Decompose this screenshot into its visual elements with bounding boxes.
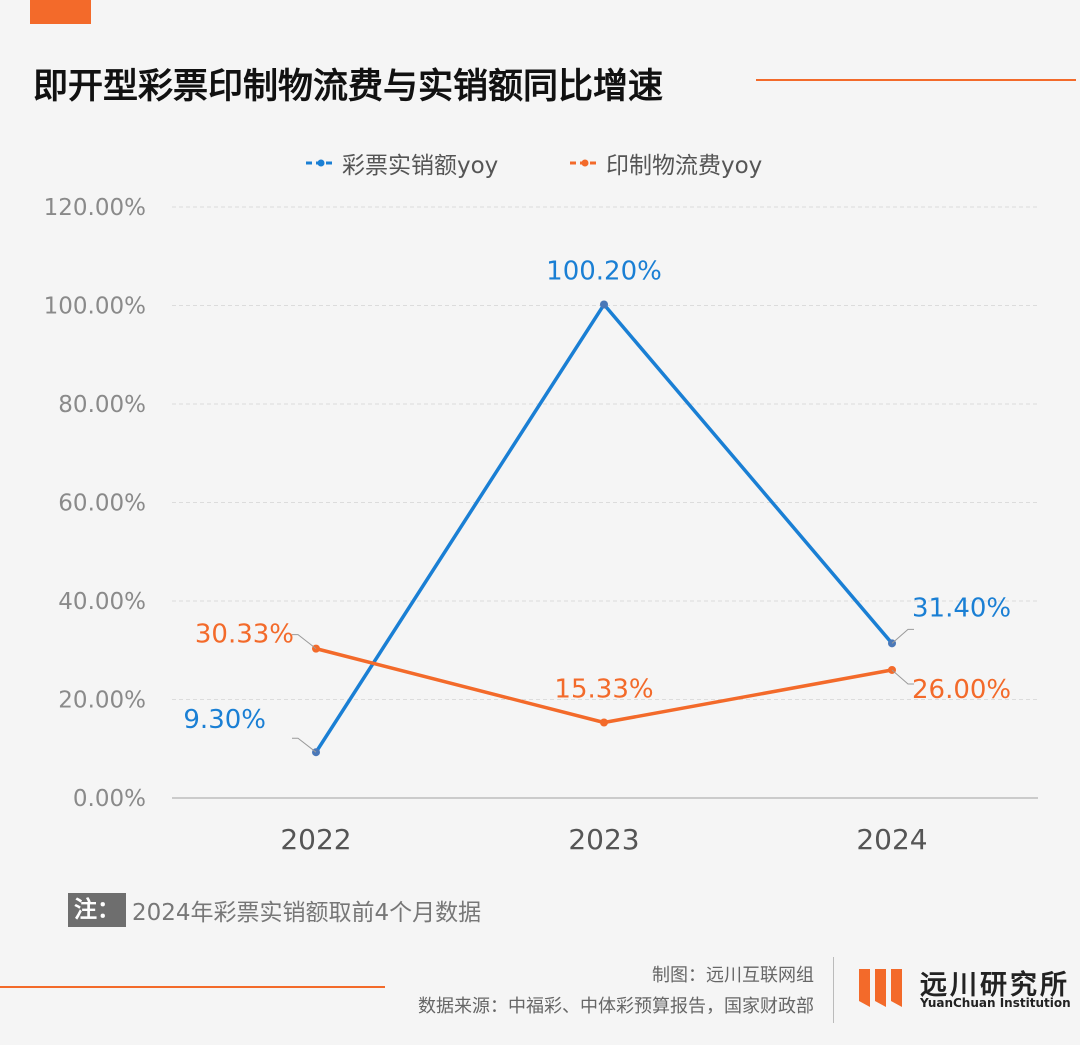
credits-divider — [833, 957, 834, 1023]
y-tick-label: 120.00% — [44, 195, 146, 221]
x-tick-label: 2022 — [280, 823, 351, 856]
line-chart: 0.00% 20.00% 40.00% 60.00% 80.00% 100.00% 120.… — [44, 153, 1038, 856]
footnote-tag: 注： — [68, 893, 126, 927]
data-label: 9.30% — [183, 705, 266, 735]
legend-marker — [581, 159, 589, 167]
logo-subtext: YuanChuan Institution — [920, 996, 1071, 1010]
leader-line — [891, 669, 914, 685]
y-tick-label: 20.00% — [58, 688, 146, 714]
footnote-text: 2024年彩票实销额取前4个月数据 — [132, 900, 482, 926]
y-tick-label: 80.00% — [58, 392, 146, 418]
data-label: 30.33% — [195, 620, 294, 650]
leader-line — [891, 628, 914, 644]
footnote: 注： 2024年彩票实销额取前4个月数据 — [68, 893, 481, 927]
leader-line — [292, 634, 317, 650]
made-by-credit: 制图：远川互联网组 — [652, 965, 814, 986]
grid-lines — [172, 206, 1038, 799]
legend: 彩票实销额yoy 印制物流费yoy — [306, 153, 762, 179]
title-rule — [756, 79, 1076, 81]
legend-label: 彩票实销额yoy — [342, 153, 498, 179]
y-tick-label: 0.00% — [73, 786, 146, 812]
credits: 制图：远川互联网组 数据来源：中福彩、中体彩预算报告，国家财政部 — [418, 960, 814, 1022]
bottom-rule — [0, 986, 385, 988]
x-tick-label: 2024 — [856, 823, 927, 856]
logo-icon — [859, 969, 902, 1007]
data-labels: 9.30% 100.20% 31.40% 30.33% 15.33% 26.00% — [183, 257, 1011, 753]
x-axis-ticks: 2022 2023 2024 — [280, 823, 927, 856]
leader-line — [292, 737, 317, 753]
data-label: 26.00% — [912, 675, 1011, 705]
x-tick-label: 2023 — [568, 823, 639, 856]
y-tick-label: 100.00% — [44, 294, 146, 320]
chart-title: 即开型彩票印制物流费与实销额同比增速 — [33, 67, 664, 107]
legend-label: 印制物流费yoy — [606, 153, 762, 179]
y-tick-label: 60.00% — [58, 491, 146, 517]
top-accent-bar — [30, 0, 91, 24]
y-tick-label: 40.00% — [58, 589, 146, 615]
source-credit: 数据来源：中福彩、中体彩预算报告，国家财政部 — [418, 996, 814, 1017]
legend-marker — [317, 159, 325, 167]
data-label: 31.40% — [912, 593, 1011, 623]
y-axis-ticks: 0.00% 20.00% 40.00% 60.00% 80.00% 100.00% 120.… — [44, 195, 146, 812]
data-label: 100.20% — [546, 257, 662, 287]
data-point — [600, 300, 608, 309]
logo-text: 远川研究所 — [920, 970, 1070, 1001]
data-label: 15.33% — [554, 674, 653, 704]
data-point — [600, 718, 608, 727]
